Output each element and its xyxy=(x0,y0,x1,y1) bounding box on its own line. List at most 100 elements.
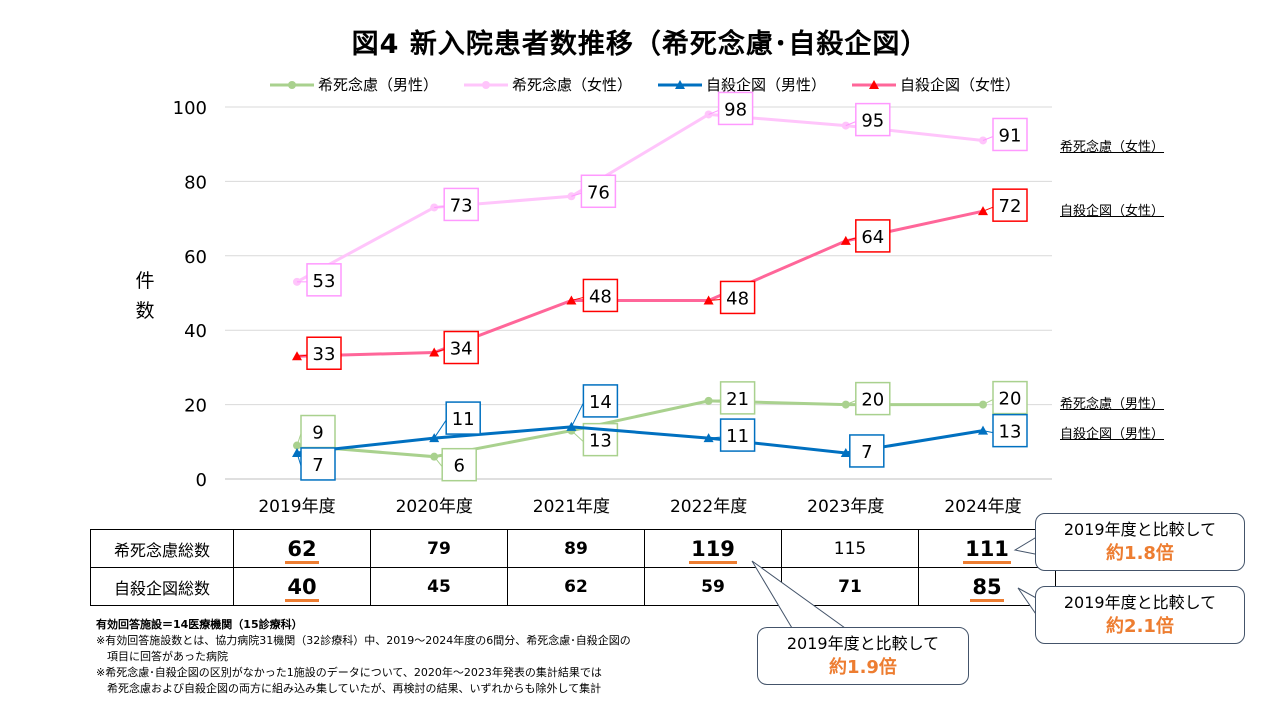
row-header: 自殺企図総数 xyxy=(90,567,234,606)
callout-box: 2019年度と比較して 約2.1倍 xyxy=(1035,586,1245,644)
note: ※希死念慮･自殺企図の区別がなかった1施設のデータについて、2020年～2023… xyxy=(96,666,602,679)
data-label: 11 xyxy=(452,409,475,430)
callout-text: 2019年度と比較して xyxy=(1063,593,1217,612)
row-header: 希死念慮総数 xyxy=(90,529,234,568)
data-label-box xyxy=(849,434,885,468)
legend-label: 自殺企図（男性） xyxy=(706,76,827,94)
data-label: 76 xyxy=(587,182,610,203)
label-leader xyxy=(296,354,308,357)
data-label: 53 xyxy=(313,271,336,292)
table-row: 希死念慮総数 62 79 89 119 115 111 xyxy=(90,529,1056,568)
legend-label: 自殺企図（女性） xyxy=(900,76,1021,94)
label-leader xyxy=(982,136,994,141)
cell: 111 xyxy=(963,536,1011,564)
data-label: 21 xyxy=(726,389,749,410)
data-point xyxy=(292,447,302,457)
callout-text: 2019年度と比較して xyxy=(1063,520,1217,539)
x-tick-label: 2024年度 xyxy=(944,497,1021,517)
cell: 59 xyxy=(644,567,782,606)
data-label: 20 xyxy=(999,389,1022,410)
cell: 40 xyxy=(285,574,319,602)
right-label: 希死念慮（女性） xyxy=(1060,140,1165,155)
data-label: 33 xyxy=(313,344,336,365)
label-leader xyxy=(570,402,584,428)
callout-box: 2019年度と比較して 約1.8倍 xyxy=(1035,513,1245,571)
label-leader xyxy=(708,298,721,301)
label-leader xyxy=(571,192,582,197)
callout-text: 2019年度と比較して xyxy=(786,634,940,653)
cell: 71 xyxy=(781,567,919,606)
data-label: 6 xyxy=(453,456,464,477)
data-label: 73 xyxy=(450,195,473,216)
data-label-box xyxy=(719,381,756,415)
data-label-box xyxy=(992,380,1028,415)
cell: 119 xyxy=(689,536,737,564)
data-label: 95 xyxy=(861,111,884,132)
data-label-box xyxy=(580,174,617,209)
data-label: 20 xyxy=(861,390,884,411)
data-label: 13 xyxy=(999,422,1022,443)
data-label-box xyxy=(717,91,754,126)
note: 項目に回答があった病院 xyxy=(96,650,228,663)
data-label-box xyxy=(719,418,756,452)
data-label: 64 xyxy=(861,227,884,248)
data-label-box xyxy=(445,401,481,435)
legend: 希死念慮（男性） 希死念慮（女性） 自殺企図（男性） 自殺企図（女性） xyxy=(270,74,1020,95)
data-label-box xyxy=(992,117,1028,152)
footnotes: 有効回答施設＝14医療機関（15診療科） ※有効回答施設数とは、協力病院31機関… xyxy=(96,617,631,697)
label-leader xyxy=(571,296,584,301)
legend-swatch-icon xyxy=(270,80,314,89)
data-label-box xyxy=(443,330,479,365)
y-tick-label: 40 xyxy=(184,321,207,342)
plot-area: 0 20 40 60 80 100 2019年度 2020年度 2021年度 2022年度 2023… xyxy=(173,91,1052,517)
data-label-box xyxy=(441,447,477,482)
data-label-box xyxy=(992,188,1028,222)
cell: 89 xyxy=(507,529,645,568)
cell: 85 xyxy=(970,574,1004,602)
data-label-box xyxy=(582,278,619,313)
data-label-box xyxy=(300,414,336,449)
y-tick-label: 0 xyxy=(196,470,207,491)
data-label: 13 xyxy=(589,431,612,452)
y-tick-label: 80 xyxy=(184,172,207,193)
right-label: 自殺企図（男性） xyxy=(1060,427,1165,442)
legend-item: 自殺企図（女性） xyxy=(852,74,1020,95)
label-leader xyxy=(708,436,721,439)
note: ※有効回答施設数とは、協力病院31機関（32診療科）中、2019～2024年度の… xyxy=(96,634,631,647)
series-line xyxy=(296,112,984,284)
data-label-box xyxy=(582,384,619,418)
right-label: 自殺企図（女性） xyxy=(1060,204,1165,219)
note: 有効回答施設＝14医療機関（15診療科） xyxy=(96,618,303,631)
legend-item: 希死念慮（男性） xyxy=(270,74,438,95)
data-label: 72 xyxy=(999,196,1022,217)
table-row: 自殺企図総数 40 45 62 59 71 85 xyxy=(90,567,1056,606)
data-label-box xyxy=(306,336,342,370)
data-point xyxy=(978,425,988,435)
callout-value: 約2.1倍 xyxy=(1106,616,1174,637)
label-leader xyxy=(433,419,447,439)
data-label: 98 xyxy=(724,99,747,120)
data-label-box xyxy=(992,413,1028,448)
data-label-box xyxy=(855,102,891,137)
label-leader xyxy=(845,237,856,242)
data-label-box xyxy=(719,280,756,315)
cell: 62 xyxy=(507,567,645,606)
data-label: 91 xyxy=(999,125,1022,146)
callout-value: 約1.9倍 xyxy=(829,657,897,678)
cell: 79 xyxy=(370,529,508,568)
label-leader xyxy=(433,456,443,467)
label-leader xyxy=(708,399,721,402)
data-label: 9 xyxy=(312,423,323,444)
cell: 45 xyxy=(370,567,508,606)
y-tick-label: 20 xyxy=(184,396,207,417)
label-leader xyxy=(434,205,445,208)
data-label-box xyxy=(855,219,891,253)
data-label: 7 xyxy=(312,455,323,476)
data-label: 48 xyxy=(726,288,749,309)
chart-title: 図4 新入院患者数推移（希死念慮･自殺企図） xyxy=(351,29,929,60)
data-point xyxy=(841,121,850,130)
x-tick-label: 2022年度 xyxy=(670,497,747,517)
data-label-box xyxy=(855,381,891,416)
callout-box: 2019年度と比較して 約1.9倍 xyxy=(757,627,969,685)
data-label-box xyxy=(300,447,336,481)
